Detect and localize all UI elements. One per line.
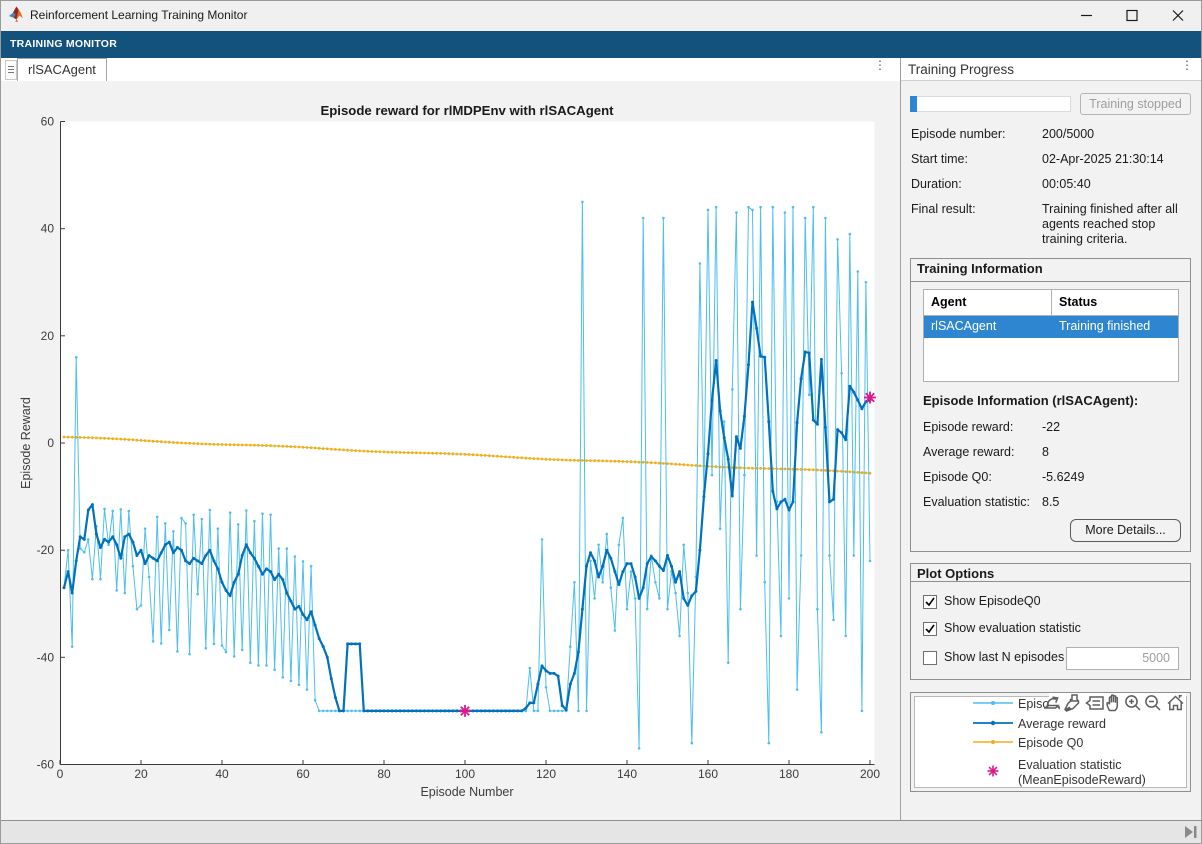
svg-text:120: 120 (536, 767, 556, 781)
svg-text:-60: -60 (37, 758, 55, 772)
svg-text:20: 20 (134, 767, 148, 781)
svg-text:40: 40 (215, 767, 229, 781)
svg-text:140: 140 (617, 767, 637, 781)
svg-text:Episode Number: Episode Number (420, 785, 513, 799)
svg-text:180: 180 (779, 767, 799, 781)
svg-text:0: 0 (47, 436, 54, 450)
svg-text:40: 40 (41, 222, 55, 236)
svg-text:100: 100 (455, 767, 475, 781)
svg-text:20: 20 (41, 329, 55, 343)
svg-text:Episode reward for rlMDPEnv wi: Episode reward for rlMDPEnv with rlSACAg… (320, 103, 614, 118)
svg-text:Episode Reward: Episode Reward (19, 397, 33, 489)
svg-text:-40: -40 (37, 650, 55, 664)
svg-text:80: 80 (377, 767, 391, 781)
svg-text:0: 0 (57, 767, 64, 781)
svg-text:60: 60 (41, 115, 55, 129)
svg-text:-20: -20 (37, 543, 55, 557)
svg-text:60: 60 (296, 767, 310, 781)
svg-text:200: 200 (860, 767, 880, 781)
svg-text:160: 160 (698, 767, 718, 781)
